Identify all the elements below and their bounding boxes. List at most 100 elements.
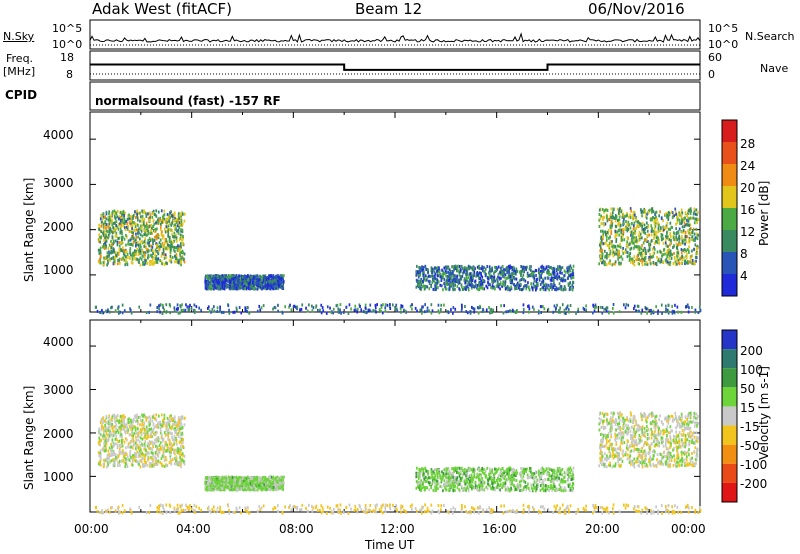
power-echo-cell xyxy=(481,281,483,285)
power-echo-cell xyxy=(460,309,463,313)
velocity-echo-cell xyxy=(111,426,114,430)
power-echo-cell xyxy=(530,270,533,274)
power-echo-cell xyxy=(671,216,674,219)
power-echo-cell xyxy=(630,257,633,261)
freq-tick-lo: 8 xyxy=(66,68,73,81)
velocity-echo-cell xyxy=(131,457,134,460)
power-echo-cell xyxy=(617,254,619,258)
power-echo-cell xyxy=(643,209,646,213)
power-echo-cell xyxy=(470,266,473,270)
velocity-echo-cell xyxy=(150,451,153,455)
power-echo-cell xyxy=(670,256,673,260)
power-echo-cell xyxy=(400,310,402,314)
power-echo-cell xyxy=(152,224,154,228)
power-echo-cell xyxy=(281,274,283,278)
power-echo-cell xyxy=(181,230,184,234)
power-echo-cell xyxy=(170,257,172,261)
power-echo-cell xyxy=(159,216,162,220)
power-echo-cell xyxy=(665,260,667,264)
power-echo-cell xyxy=(180,228,182,232)
power-echo-cell xyxy=(118,310,120,314)
power-echo-cell xyxy=(610,225,613,229)
power-echo-cell xyxy=(132,234,135,237)
power-echo-cell xyxy=(504,268,507,272)
power-echo-cell xyxy=(170,248,172,252)
power-echo-cell xyxy=(269,279,272,283)
velocity-echo-cell xyxy=(127,428,130,432)
power-echo-cell xyxy=(108,253,110,257)
power-echo-cell xyxy=(672,262,675,265)
power-echo-cell xyxy=(165,261,167,265)
power-echo-cell xyxy=(560,278,562,282)
power-echo-cell xyxy=(503,275,506,279)
power-echo-cell xyxy=(154,227,157,231)
power-echo-cell xyxy=(491,268,494,272)
power-echo-cell xyxy=(478,281,481,284)
power-echo-cell xyxy=(664,227,667,230)
velocity-echo-cell xyxy=(108,425,111,429)
power-echo-cell xyxy=(666,230,668,234)
power-echo-cell xyxy=(434,285,437,289)
power-echo-cell xyxy=(566,305,568,309)
power-echo-cell xyxy=(152,249,154,253)
power-echo-cell xyxy=(614,235,616,239)
power-echo-cell xyxy=(646,234,649,237)
power-echo-cell xyxy=(694,238,696,242)
power-echo-cell xyxy=(664,258,667,262)
power-echo-cell xyxy=(139,224,142,228)
velocity-echo-cell xyxy=(170,446,172,450)
power-echo-cell xyxy=(636,245,638,249)
velocity-echo-cell xyxy=(157,448,160,452)
power-echo-cell xyxy=(499,283,501,287)
power-echo-cell xyxy=(518,286,520,290)
power-echo-cell xyxy=(113,212,116,215)
velocity-echo-cell xyxy=(104,419,106,423)
power-echo-cell xyxy=(604,208,607,212)
power-echo-cell xyxy=(113,261,116,265)
velocity-echo-cell xyxy=(165,426,168,430)
power-echo-cell xyxy=(281,286,283,290)
velocity-echo-cell xyxy=(148,428,151,432)
power-echo-cell xyxy=(686,252,688,256)
velocity-echo-cell xyxy=(129,453,131,457)
power-echo-cell xyxy=(261,285,263,289)
power-echo-cell xyxy=(558,275,561,279)
power-echo-cell xyxy=(185,303,187,307)
power-echo-cell xyxy=(522,287,525,291)
power-echo-cell xyxy=(332,311,334,315)
power-echo-cell xyxy=(190,307,193,311)
power-echo-cell xyxy=(484,272,487,276)
power-echo-cell xyxy=(132,214,134,218)
power-echo-cell xyxy=(666,221,669,225)
power-echo-cell xyxy=(258,304,261,308)
power-echo-cell xyxy=(144,211,146,215)
vel-tick-15: 15 xyxy=(740,401,756,415)
power-echo-cell xyxy=(259,308,262,312)
power-echo-cell xyxy=(167,215,170,219)
power-echo-cell xyxy=(103,231,106,235)
velocity-echo-cell xyxy=(174,452,176,456)
velocity-echo-cell xyxy=(105,441,107,445)
power-echo-cell xyxy=(130,216,133,220)
power-echo-cell xyxy=(479,284,481,288)
power-echo-cell xyxy=(424,264,427,268)
power-echo-cell xyxy=(496,279,499,283)
power-echo-cell xyxy=(526,271,529,275)
velocity-echo-cell xyxy=(98,460,101,464)
velocity-echo-cell xyxy=(122,449,124,452)
power-echo-cell xyxy=(624,248,627,252)
power-echo-cell xyxy=(661,311,663,315)
power-echo-cell xyxy=(415,278,418,282)
power-echo-cell xyxy=(222,310,225,314)
power-echo-cell xyxy=(143,233,146,237)
velocity-echo-cell xyxy=(103,434,106,438)
power-echo-cell xyxy=(558,309,560,313)
power-echo-cell xyxy=(144,225,147,228)
power-echo-cell xyxy=(149,232,152,235)
power-echo-cell xyxy=(266,279,269,283)
power-echo-cell xyxy=(650,207,653,211)
power-echo-cell xyxy=(643,246,646,250)
power-echo-cell xyxy=(230,274,233,278)
power-echo-cell xyxy=(561,279,564,283)
power-echo-cell xyxy=(210,274,213,278)
